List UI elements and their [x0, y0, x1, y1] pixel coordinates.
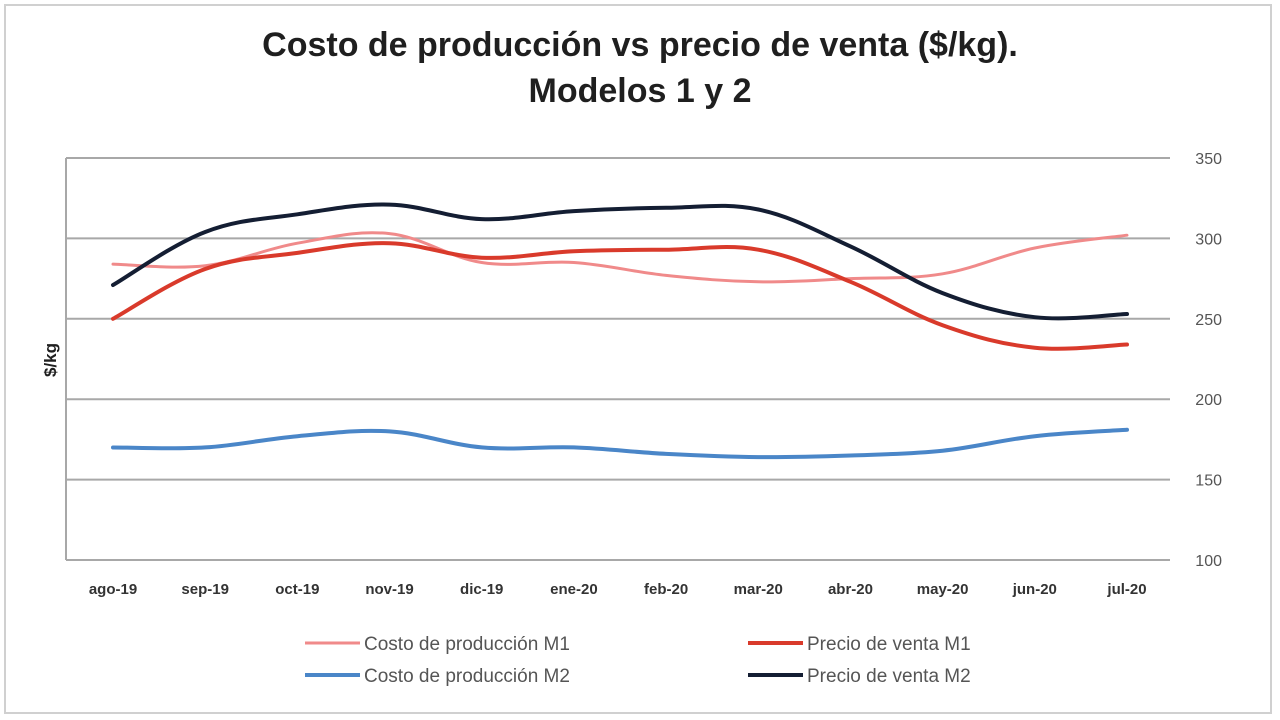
y-axis-label: $/kg	[41, 343, 60, 377]
gridlines	[66, 157, 1170, 481]
x-tick-label: jun-20	[1012, 581, 1057, 598]
x-tick-label: may-20	[917, 581, 969, 598]
legend-label: Precio de venta M2	[807, 666, 971, 687]
legend-label: Precio de venta M1	[807, 634, 971, 655]
legend-label: Costo de producción M2	[364, 666, 570, 687]
y-tick-labels: 100 150 200 250 300 350	[1195, 151, 1222, 570]
series-line-precio-de-venta-m2	[111, 202, 1129, 321]
series-lines	[111, 202, 1129, 460]
legend-item: Costo de producción M2	[305, 666, 570, 687]
x-tick-label: sep-19	[181, 581, 229, 598]
series-line-costo-de-producci-n-m1	[111, 231, 1129, 284]
x-tick-label: abr-20	[828, 581, 873, 598]
x-tick-label: nov-19	[365, 581, 413, 598]
series-line-costo-de-producci-n-m2	[111, 427, 1129, 460]
x-tick-label: jul-20	[1106, 581, 1146, 598]
x-tick-label: dic-19	[460, 581, 503, 598]
y-tick-label: 100	[1195, 553, 1222, 570]
x-tick-label: mar-20	[734, 581, 783, 598]
y-tick-label: 250	[1195, 312, 1222, 329]
x-tick-labels: ago-19 sep-19 oct-19 nov-19 dic-19 ene-20 feb-…	[89, 581, 1147, 598]
legend-item: Costo de producción M1	[305, 634, 570, 655]
chart-title-line2: Modelos 1 y 2	[528, 72, 752, 110]
x-tick-label: ene-20	[550, 581, 598, 598]
y-tick-label: 150	[1195, 473, 1222, 490]
series-line-precio-de-venta-m1	[111, 241, 1129, 351]
legend-item: Precio de venta M2	[748, 666, 971, 687]
x-tick-label: ago-19	[89, 581, 137, 598]
y-tick-label: 300	[1195, 231, 1222, 248]
chart-title: Costo de producción vs precio de venta (…	[0, 22, 1280, 114]
x-tick-label: feb-20	[644, 581, 688, 598]
chart-frame	[4, 4, 1272, 714]
y-tick-label: 200	[1195, 392, 1222, 409]
legend-label: Costo de producción M1	[364, 634, 570, 655]
y-tick-label: 350	[1195, 151, 1222, 168]
legend: Costo de producción M1 Precio de venta M1…	[305, 634, 971, 687]
legend-item: Precio de venta M1	[748, 634, 971, 655]
x-tick-label: oct-19	[275, 581, 319, 598]
chart-title-line1: Costo de producción vs precio de venta (…	[262, 26, 1018, 64]
